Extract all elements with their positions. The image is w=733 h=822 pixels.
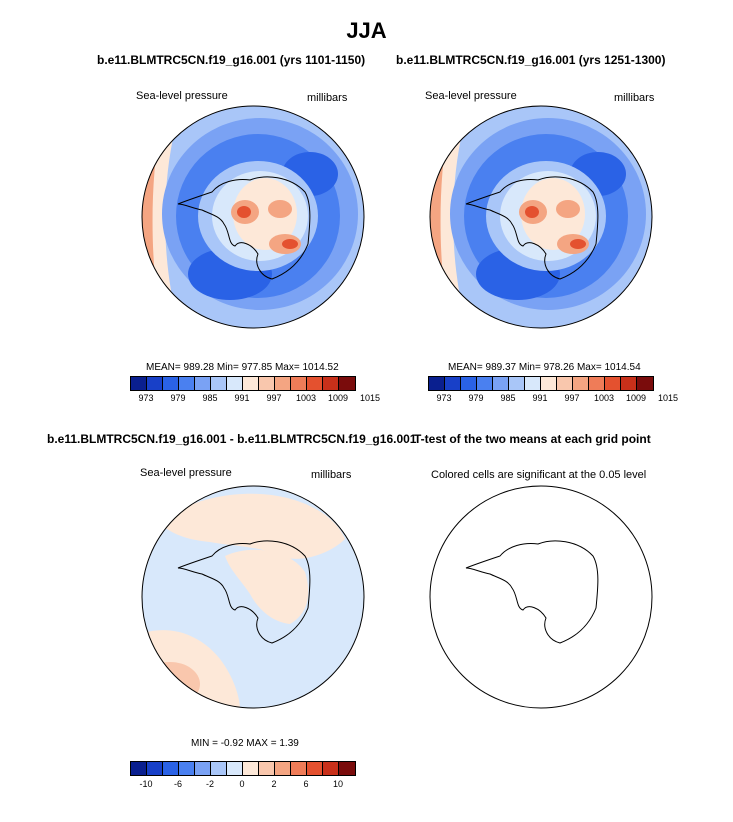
colorbar-tick-label: 997 xyxy=(266,393,282,403)
colorbar-bottom-left xyxy=(130,761,356,776)
colorbar-swatch xyxy=(227,762,243,775)
colorbar-tick-label: 0 xyxy=(239,779,245,789)
colorbar-tick-label: 1003 xyxy=(295,393,317,403)
variable-label-top-right: Sea-level pressure xyxy=(425,90,517,102)
colorbar-swatch xyxy=(525,377,541,390)
main-title: JJA xyxy=(346,18,387,43)
colorbar-top-left xyxy=(130,376,356,391)
colorbar-swatch xyxy=(179,762,195,775)
colorbar-swatch xyxy=(637,377,653,390)
colorbar-swatch xyxy=(291,762,307,775)
colorbar-swatch xyxy=(429,377,445,390)
colorbar-swatch xyxy=(557,377,573,390)
colorbar-tick-label: 973 xyxy=(138,393,154,403)
stats-top-left: MEAN= 989.28 Min= 977.85 Max= 1014.52 xyxy=(146,362,339,373)
colorbar-swatch xyxy=(195,377,211,390)
colorbar-tick-label: 1009 xyxy=(327,393,349,403)
colorbar-swatch xyxy=(307,762,323,775)
panel-title-top-right: b.e11.BLMTRC5CN.f19_g16.001 (yrs 1251-13… xyxy=(396,53,666,67)
colorbar-tick-label: 991 xyxy=(532,393,548,403)
colorbar-tick-label: 1015 xyxy=(359,393,381,403)
colorbar-swatch xyxy=(195,762,211,775)
colorbar-swatch xyxy=(163,762,179,775)
colorbar-swatch xyxy=(323,762,339,775)
colorbar-tick-label: 1003 xyxy=(593,393,615,403)
variable-label-top-left: Sea-level pressure xyxy=(136,90,228,102)
colorbar-swatch xyxy=(227,377,243,390)
colorbar-swatch xyxy=(211,762,227,775)
colorbar-ticks-top-right: 973 979 985 991 997 1003 1009 1015 xyxy=(428,393,678,405)
colorbar-tick-label: -6 xyxy=(173,779,182,789)
ttest-map xyxy=(429,485,653,709)
colorbar-swatch xyxy=(445,377,461,390)
colorbar-tick-label: 985 xyxy=(500,393,516,403)
colorbar-swatch xyxy=(339,377,355,390)
panel-title-bottom-left: b.e11.BLMTRC5CN.f19_g16.001 - b.e11.BLMT… xyxy=(47,432,417,446)
variable-label-bottom-left: Sea-level pressure xyxy=(140,467,232,479)
colorbar-tick-label: 979 xyxy=(468,393,484,403)
colorbar-tick-label: -2 xyxy=(205,779,214,789)
units-label-bottom-left: millibars xyxy=(311,469,352,481)
colorbar-swatch xyxy=(243,762,259,775)
colorbar-swatch xyxy=(259,377,275,390)
colorbar-swatch xyxy=(291,377,307,390)
colorbar-tick-label: 973 xyxy=(436,393,452,403)
significance-note: Colored cells are significant at the 0.0… xyxy=(431,469,647,481)
slp-map-top-left xyxy=(141,105,365,329)
colorbar-swatch xyxy=(621,377,637,390)
colorbar-swatch xyxy=(163,377,179,390)
colorbar-tick-label: 10 xyxy=(332,779,343,789)
colorbar-swatch xyxy=(589,377,605,390)
colorbar-swatch xyxy=(243,377,259,390)
colorbar-swatch xyxy=(307,377,323,390)
units-label-top-left: millibars xyxy=(307,92,348,104)
colorbar-swatch xyxy=(493,377,509,390)
panel-title-top-left: b.e11.BLMTRC5CN.f19_g16.001 (yrs 1101-11… xyxy=(97,53,366,67)
colorbar-tick-label: 991 xyxy=(234,393,250,403)
colorbar-swatch xyxy=(147,762,163,775)
colorbar-tick-label: -10 xyxy=(139,779,153,789)
colorbar-swatch xyxy=(323,377,339,390)
colorbar-top-right xyxy=(428,376,654,391)
colorbar-tick-label: 6 xyxy=(303,779,309,789)
colorbar-swatch xyxy=(179,377,195,390)
colorbar-swatch xyxy=(131,762,147,775)
stats-top-right: MEAN= 989.37 Min= 978.26 Max= 1014.54 xyxy=(448,362,641,373)
colorbar-tick-label: 979 xyxy=(170,393,186,403)
colorbar-ticks-top-left: 973 979 985 991 997 1003 1009 1015 xyxy=(130,393,380,405)
panel-title-bottom-right: T-test of the two means at each grid poi… xyxy=(414,432,651,446)
colorbar-tick-label: 1015 xyxy=(657,393,679,403)
colorbar-swatch xyxy=(275,377,291,390)
colorbar-swatch xyxy=(131,377,147,390)
colorbar-tick-label: 985 xyxy=(202,393,218,403)
stats-bottom-left: MIN = -0.92 MAX = 1.39 xyxy=(191,738,299,749)
colorbar-swatch xyxy=(541,377,557,390)
colorbar-tick-label: 997 xyxy=(564,393,580,403)
colorbar-swatch xyxy=(259,762,275,775)
slp-diff-map xyxy=(141,485,365,709)
colorbar-swatch xyxy=(275,762,291,775)
colorbar-swatch xyxy=(605,377,621,390)
colorbar-tick-label: 2 xyxy=(271,779,277,789)
colorbar-swatch xyxy=(573,377,589,390)
colorbar-swatch xyxy=(477,377,493,390)
colorbar-swatch xyxy=(211,377,227,390)
colorbar-swatch xyxy=(461,377,477,390)
units-label-top-right: millibars xyxy=(614,92,655,104)
colorbar-ticks-bottom-left: -10 -6 -2 0 2 6 10 xyxy=(130,779,354,791)
colorbar-swatch xyxy=(509,377,525,390)
colorbar-tick-label: 1009 xyxy=(625,393,647,403)
colorbar-swatch xyxy=(147,377,163,390)
colorbar-swatch xyxy=(339,762,355,775)
slp-map-top-right xyxy=(429,105,653,329)
